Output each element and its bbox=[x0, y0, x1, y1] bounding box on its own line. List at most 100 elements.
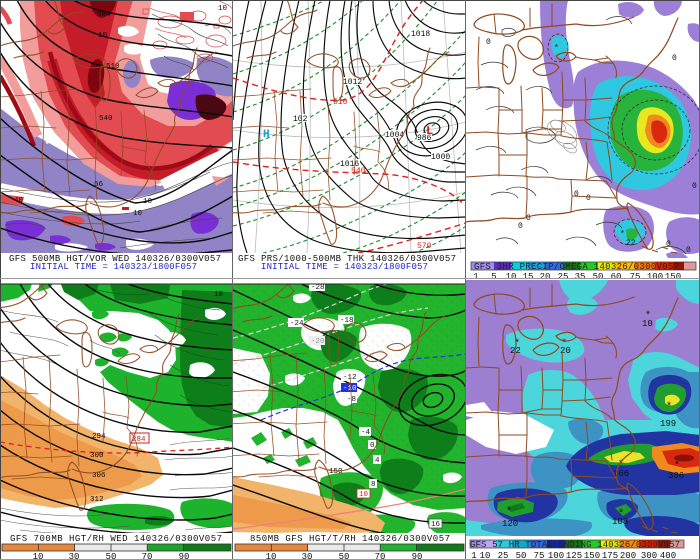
svg-text:100: 100 bbox=[647, 272, 663, 280]
svg-text:GFS 57 HR TOTAL ENDING 140326/: GFS 57 HR TOTAL ENDING 140326/0300V057 bbox=[470, 540, 680, 550]
svg-text:56: 56 bbox=[94, 181, 104, 189]
svg-text:0: 0 bbox=[672, 54, 677, 63]
svg-text:108: 108 bbox=[612, 517, 628, 527]
svg-text:*: * bbox=[666, 401, 672, 413]
svg-text:*: * bbox=[514, 338, 520, 350]
svg-text:25: 25 bbox=[558, 272, 569, 280]
svg-text:25: 25 bbox=[498, 551, 509, 560]
svg-text:150: 150 bbox=[329, 468, 343, 476]
svg-text:1012: 1012 bbox=[343, 78, 362, 87]
svg-text:1004: 1004 bbox=[385, 131, 404, 140]
svg-text:50: 50 bbox=[106, 552, 117, 560]
svg-text:850MB GFS HGT/T/RH 140326/0300: 850MB GFS HGT/T/RH 140326/0300V057 bbox=[250, 534, 450, 544]
svg-text:1: 1 bbox=[473, 272, 478, 280]
svg-text:30: 30 bbox=[302, 552, 313, 560]
svg-text:0: 0 bbox=[692, 182, 697, 191]
svg-text:70: 70 bbox=[375, 552, 386, 560]
svg-text:199: 199 bbox=[660, 419, 676, 429]
svg-text:*: * bbox=[620, 230, 625, 239]
svg-text:10: 10 bbox=[266, 552, 277, 560]
svg-text:1016: 1016 bbox=[340, 160, 359, 169]
svg-text:400: 400 bbox=[660, 551, 676, 560]
svg-text:GFS 500MB HGT/VOR WED 140326/0: GFS 500MB HGT/VOR WED 140326/0300V057 bbox=[9, 254, 221, 264]
svg-text:50: 50 bbox=[339, 552, 350, 560]
svg-text:200: 200 bbox=[620, 551, 636, 560]
svg-text:50: 50 bbox=[593, 272, 604, 280]
svg-text:GFS 700MB HGT/RH WED 140326/03: GFS 700MB HGT/RH WED 140326/0300V057 bbox=[10, 534, 222, 544]
svg-text:306: 306 bbox=[92, 472, 106, 480]
svg-text:*: * bbox=[554, 44, 559, 53]
svg-text:510: 510 bbox=[333, 98, 348, 107]
svg-text:0: 0 bbox=[574, 190, 579, 199]
svg-text:540: 540 bbox=[99, 115, 113, 123]
svg-text:INITIAL TIME = 140323/1800F057: INITIAL TIME = 140323/1800F057 bbox=[30, 262, 197, 272]
svg-text:*: * bbox=[506, 506, 512, 518]
svg-text:*: * bbox=[645, 310, 651, 322]
svg-text:-18: -18 bbox=[340, 317, 354, 325]
svg-text:*: * bbox=[618, 508, 624, 520]
svg-text:166: 166 bbox=[613, 469, 629, 479]
svg-text:H: H bbox=[263, 129, 270, 141]
svg-text:300: 300 bbox=[90, 452, 104, 460]
svg-text:20: 20 bbox=[540, 272, 551, 280]
svg-text:284: 284 bbox=[132, 436, 146, 444]
svg-text:0: 0 bbox=[518, 222, 523, 231]
svg-text:22: 22 bbox=[626, 239, 636, 248]
svg-text:-10: -10 bbox=[343, 385, 357, 393]
svg-text:0: 0 bbox=[526, 214, 531, 223]
svg-text:504: 504 bbox=[97, 11, 111, 19]
svg-text:*: * bbox=[618, 459, 624, 471]
svg-text:16: 16 bbox=[431, 521, 441, 529]
svg-text:10: 10 bbox=[133, 210, 143, 218]
svg-text:10: 10 bbox=[218, 5, 228, 13]
svg-text:312: 312 bbox=[90, 496, 104, 504]
svg-text:175: 175 bbox=[602, 551, 618, 560]
svg-text:INITIAL TIME = 140323/1800F057: INITIAL TIME = 140323/1800F057 bbox=[261, 262, 428, 272]
svg-text:150: 150 bbox=[584, 551, 600, 560]
svg-text:-24: -24 bbox=[290, 320, 304, 328]
svg-text:10: 10 bbox=[98, 32, 108, 40]
svg-text:540: 540 bbox=[351, 167, 366, 176]
svg-text:100: 100 bbox=[548, 551, 564, 560]
svg-text:70: 70 bbox=[142, 552, 153, 560]
svg-text:-4: -4 bbox=[361, 429, 371, 437]
svg-text:40: 40 bbox=[14, 197, 24, 205]
svg-text:5: 5 bbox=[491, 272, 496, 280]
svg-text:10: 10 bbox=[506, 272, 517, 280]
svg-text:-28: -28 bbox=[311, 284, 325, 292]
svg-text:0: 0 bbox=[370, 442, 375, 450]
svg-text:-20: -20 bbox=[311, 338, 325, 346]
svg-text:150: 150 bbox=[665, 272, 681, 280]
svg-text:GFS 3HR PRECIP/OMEGA 140326/03: GFS 3HR PRECIP/OMEGA 140326/0300V057 bbox=[474, 262, 679, 272]
svg-text:90: 90 bbox=[179, 552, 190, 560]
svg-text:10: 10 bbox=[642, 319, 653, 329]
svg-text:10: 10 bbox=[480, 551, 491, 560]
svg-text:986: 986 bbox=[417, 134, 432, 143]
svg-text:386: 386 bbox=[668, 471, 684, 481]
svg-text:294: 294 bbox=[92, 433, 106, 441]
svg-text:8: 8 bbox=[371, 481, 376, 489]
svg-text:L: L bbox=[426, 124, 433, 138]
svg-text:50: 50 bbox=[516, 551, 527, 560]
svg-text:90: 90 bbox=[412, 552, 423, 560]
svg-text:120: 120 bbox=[502, 519, 518, 529]
svg-text:*: * bbox=[561, 338, 567, 350]
svg-text:4: 4 bbox=[375, 457, 380, 465]
svg-text:75: 75 bbox=[630, 272, 641, 280]
svg-text:0: 0 bbox=[586, 194, 591, 203]
svg-text:570: 570 bbox=[417, 242, 432, 251]
svg-text:0: 0 bbox=[666, 240, 671, 249]
svg-text:10: 10 bbox=[143, 198, 153, 206]
svg-text:10: 10 bbox=[214, 291, 224, 299]
svg-text:20: 20 bbox=[560, 346, 571, 356]
svg-text:35: 35 bbox=[575, 272, 586, 280]
svg-text:125: 125 bbox=[566, 551, 582, 560]
svg-text:15: 15 bbox=[523, 272, 534, 280]
svg-text:60: 60 bbox=[611, 272, 622, 280]
svg-text:1018: 1018 bbox=[411, 30, 430, 39]
svg-text:GFS PRS/1000-500MB THK 140326/: GFS PRS/1000-500MB THK 140326/0300V057 bbox=[238, 254, 456, 264]
svg-text:30: 30 bbox=[69, 552, 80, 560]
svg-text:10: 10 bbox=[359, 491, 369, 499]
svg-text:*: * bbox=[674, 460, 680, 472]
svg-text:75: 75 bbox=[534, 551, 545, 560]
